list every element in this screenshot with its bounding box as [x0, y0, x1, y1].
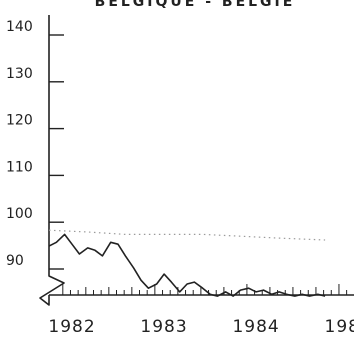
y-tick-label-100: 100: [6, 206, 33, 222]
y-ticks: 90 100 110 120 130 140: [6, 19, 64, 270]
chart-title: BELGIQUE - BELGIË: [95, 0, 296, 10]
x-tick-label-1985: 1985: [325, 317, 354, 337]
y-tick-label-130: 130: [6, 66, 33, 82]
x-ticks: 1982 1983 1984 1985: [48, 284, 354, 337]
x-tick-label-1984: 1984: [232, 317, 279, 337]
x-tick-label-1982: 1982: [48, 317, 95, 337]
y-tick-label-140: 140: [6, 19, 33, 35]
y-axis: [39, 15, 65, 306]
series-0-solid-line: [48, 233, 326, 297]
series-lines: [48, 229, 326, 297]
y-axis-line: [39, 15, 65, 306]
y-tick-label-120: 120: [6, 113, 33, 129]
y-tick-label-90: 90: [6, 253, 24, 269]
series-1-dotted-line: [48, 229, 326, 241]
x-tick-label-1983: 1983: [140, 317, 187, 337]
y-tick-label-110: 110: [6, 159, 33, 175]
